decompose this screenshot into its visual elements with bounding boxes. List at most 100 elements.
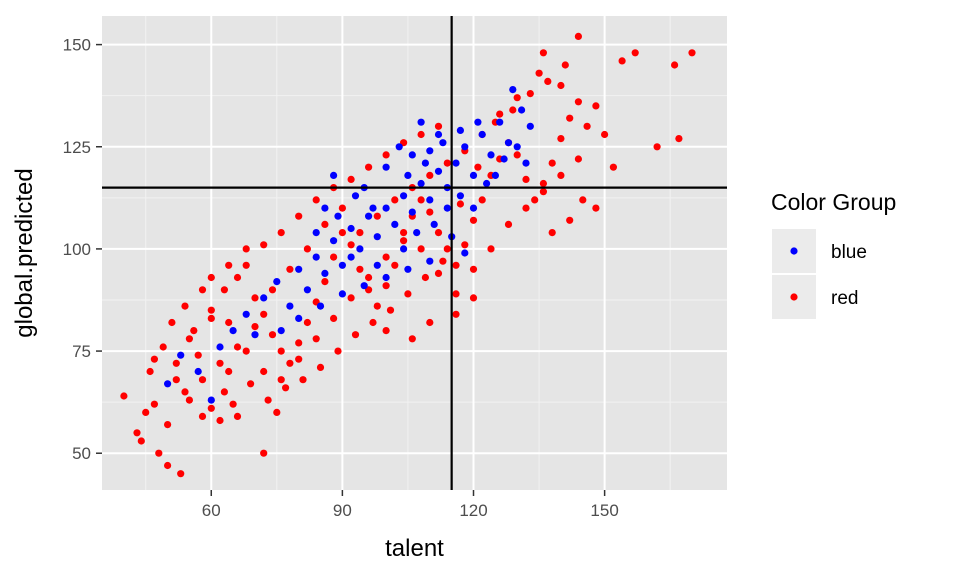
point-blue	[430, 220, 438, 228]
point-red	[225, 318, 233, 327]
point-red	[286, 359, 294, 367]
point-blue	[426, 196, 434, 204]
point-red	[312, 196, 320, 204]
point-red	[185, 335, 193, 343]
point-red	[408, 335, 416, 343]
point-blue	[456, 126, 464, 134]
point-red	[268, 286, 277, 294]
point-blue	[404, 265, 412, 273]
point-red	[469, 265, 478, 273]
point-blue	[356, 245, 364, 253]
point-red	[120, 392, 128, 400]
point-red	[513, 151, 521, 159]
point-red	[557, 171, 565, 179]
point-red	[566, 114, 574, 122]
point-red	[330, 314, 338, 322]
point-blue	[461, 143, 469, 151]
x-tick-label: 150	[590, 501, 618, 520]
legend: Color Group blue red	[771, 189, 896, 319]
point-red	[251, 294, 259, 302]
point-red	[478, 196, 486, 204]
point-blue	[469, 204, 478, 212]
point-red	[671, 61, 679, 69]
point-blue	[229, 327, 237, 335]
point-blue	[286, 302, 294, 310]
point-red	[220, 286, 228, 294]
point-red	[474, 163, 482, 171]
point-red	[539, 49, 548, 57]
x-tick-label: 60	[202, 501, 221, 520]
point-red	[443, 159, 451, 167]
point-red	[347, 294, 355, 302]
y-tick-label: 150	[63, 36, 91, 55]
point-blue	[303, 286, 311, 294]
point-blue	[404, 171, 412, 179]
point-blue	[295, 314, 303, 322]
point-red	[434, 269, 443, 277]
point-blue	[408, 151, 416, 159]
point-red	[566, 216, 574, 224]
point-blue	[526, 122, 534, 130]
point-red	[198, 412, 207, 420]
point-red	[579, 196, 587, 204]
point-red	[688, 49, 696, 57]
point-blue	[461, 249, 469, 257]
point-blue	[518, 106, 526, 114]
point-red	[181, 302, 189, 310]
point-red	[347, 241, 355, 249]
point-red	[509, 106, 517, 114]
point-red	[242, 261, 250, 269]
point-red	[273, 408, 281, 416]
point-red	[164, 421, 172, 429]
point-blue	[330, 171, 338, 179]
point-red	[404, 290, 412, 298]
point-red	[522, 204, 530, 212]
point-red	[583, 122, 591, 130]
point-blue	[500, 155, 508, 163]
point-red	[618, 57, 626, 65]
point-red	[198, 286, 207, 294]
point-blue	[417, 118, 425, 126]
point-red	[461, 241, 469, 249]
point-blue	[408, 208, 416, 216]
y-tick-label: 100	[63, 240, 91, 259]
point-red	[592, 102, 600, 110]
point-red	[282, 384, 290, 392]
minor-gridlines	[102, 16, 727, 490]
point-red	[321, 220, 329, 228]
point-red	[142, 408, 150, 416]
point-red	[207, 306, 215, 314]
point-blue	[273, 278, 281, 286]
legend-label-red: red	[831, 288, 858, 309]
point-red	[574, 98, 583, 106]
point-blue	[456, 192, 464, 200]
point-red	[295, 339, 303, 347]
point-red	[443, 245, 451, 253]
legend-dot-blue	[790, 247, 798, 255]
point-red	[439, 257, 447, 265]
point-blue	[351, 192, 360, 200]
point-red	[321, 278, 329, 286]
point-red	[421, 273, 429, 282]
point-red	[220, 388, 228, 396]
point-red	[260, 310, 268, 318]
point-red	[155, 449, 163, 457]
point-red	[382, 253, 390, 261]
point-blue	[452, 159, 460, 167]
point-red	[303, 318, 311, 327]
point-red	[216, 416, 224, 425]
point-red	[548, 159, 556, 167]
point-red	[434, 122, 443, 130]
legend-title: Color Group	[771, 189, 896, 215]
point-blue	[513, 143, 521, 151]
point-red	[452, 261, 460, 269]
point-red	[391, 196, 399, 204]
point-blue	[242, 310, 250, 318]
point-red	[351, 331, 360, 339]
point-blue	[417, 179, 425, 188]
point-red	[295, 355, 303, 363]
point-blue	[360, 282, 368, 290]
point-blue	[421, 159, 429, 167]
point-blue	[338, 290, 346, 298]
